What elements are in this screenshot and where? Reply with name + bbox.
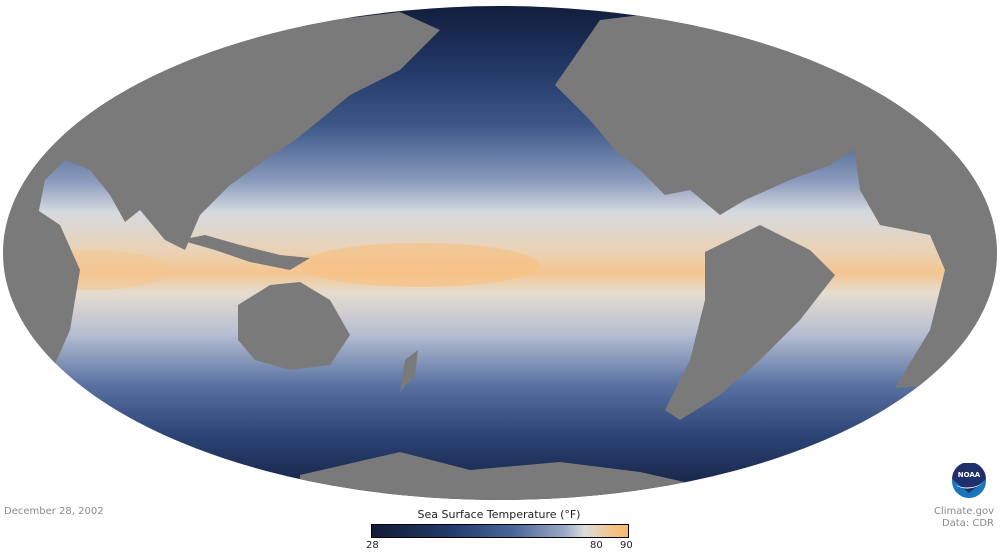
- land-antarctica: [300, 452, 720, 500]
- sst-world-map: [3, 6, 997, 500]
- credit-site: Climate.gov: [933, 506, 994, 517]
- land-south-america: [665, 225, 835, 420]
- land-eurasia: [3, 12, 440, 250]
- land-africa-europe-east: [850, 100, 997, 388]
- warm-pool: [300, 243, 540, 287]
- svg-text:NOAA: NOAA: [958, 471, 981, 479]
- color-scale-bar: [371, 524, 629, 538]
- credit: Climate.gov Data: CDR: [934, 506, 994, 530]
- land-indonesia: [180, 235, 310, 270]
- legend-tick-80: 80: [590, 540, 603, 551]
- land-australia: [238, 282, 350, 370]
- land-new-zealand: [400, 350, 418, 392]
- credit-data-source: Data: CDR: [941, 518, 994, 529]
- legend-tick-max: 90: [620, 540, 633, 551]
- date-label: December 28, 2002: [4, 506, 104, 517]
- legend-title: Sea Surface Temperature (°F): [417, 508, 581, 521]
- legend-tick-min: 28: [366, 540, 379, 551]
- noaa-logo: NOAA: [952, 463, 986, 498]
